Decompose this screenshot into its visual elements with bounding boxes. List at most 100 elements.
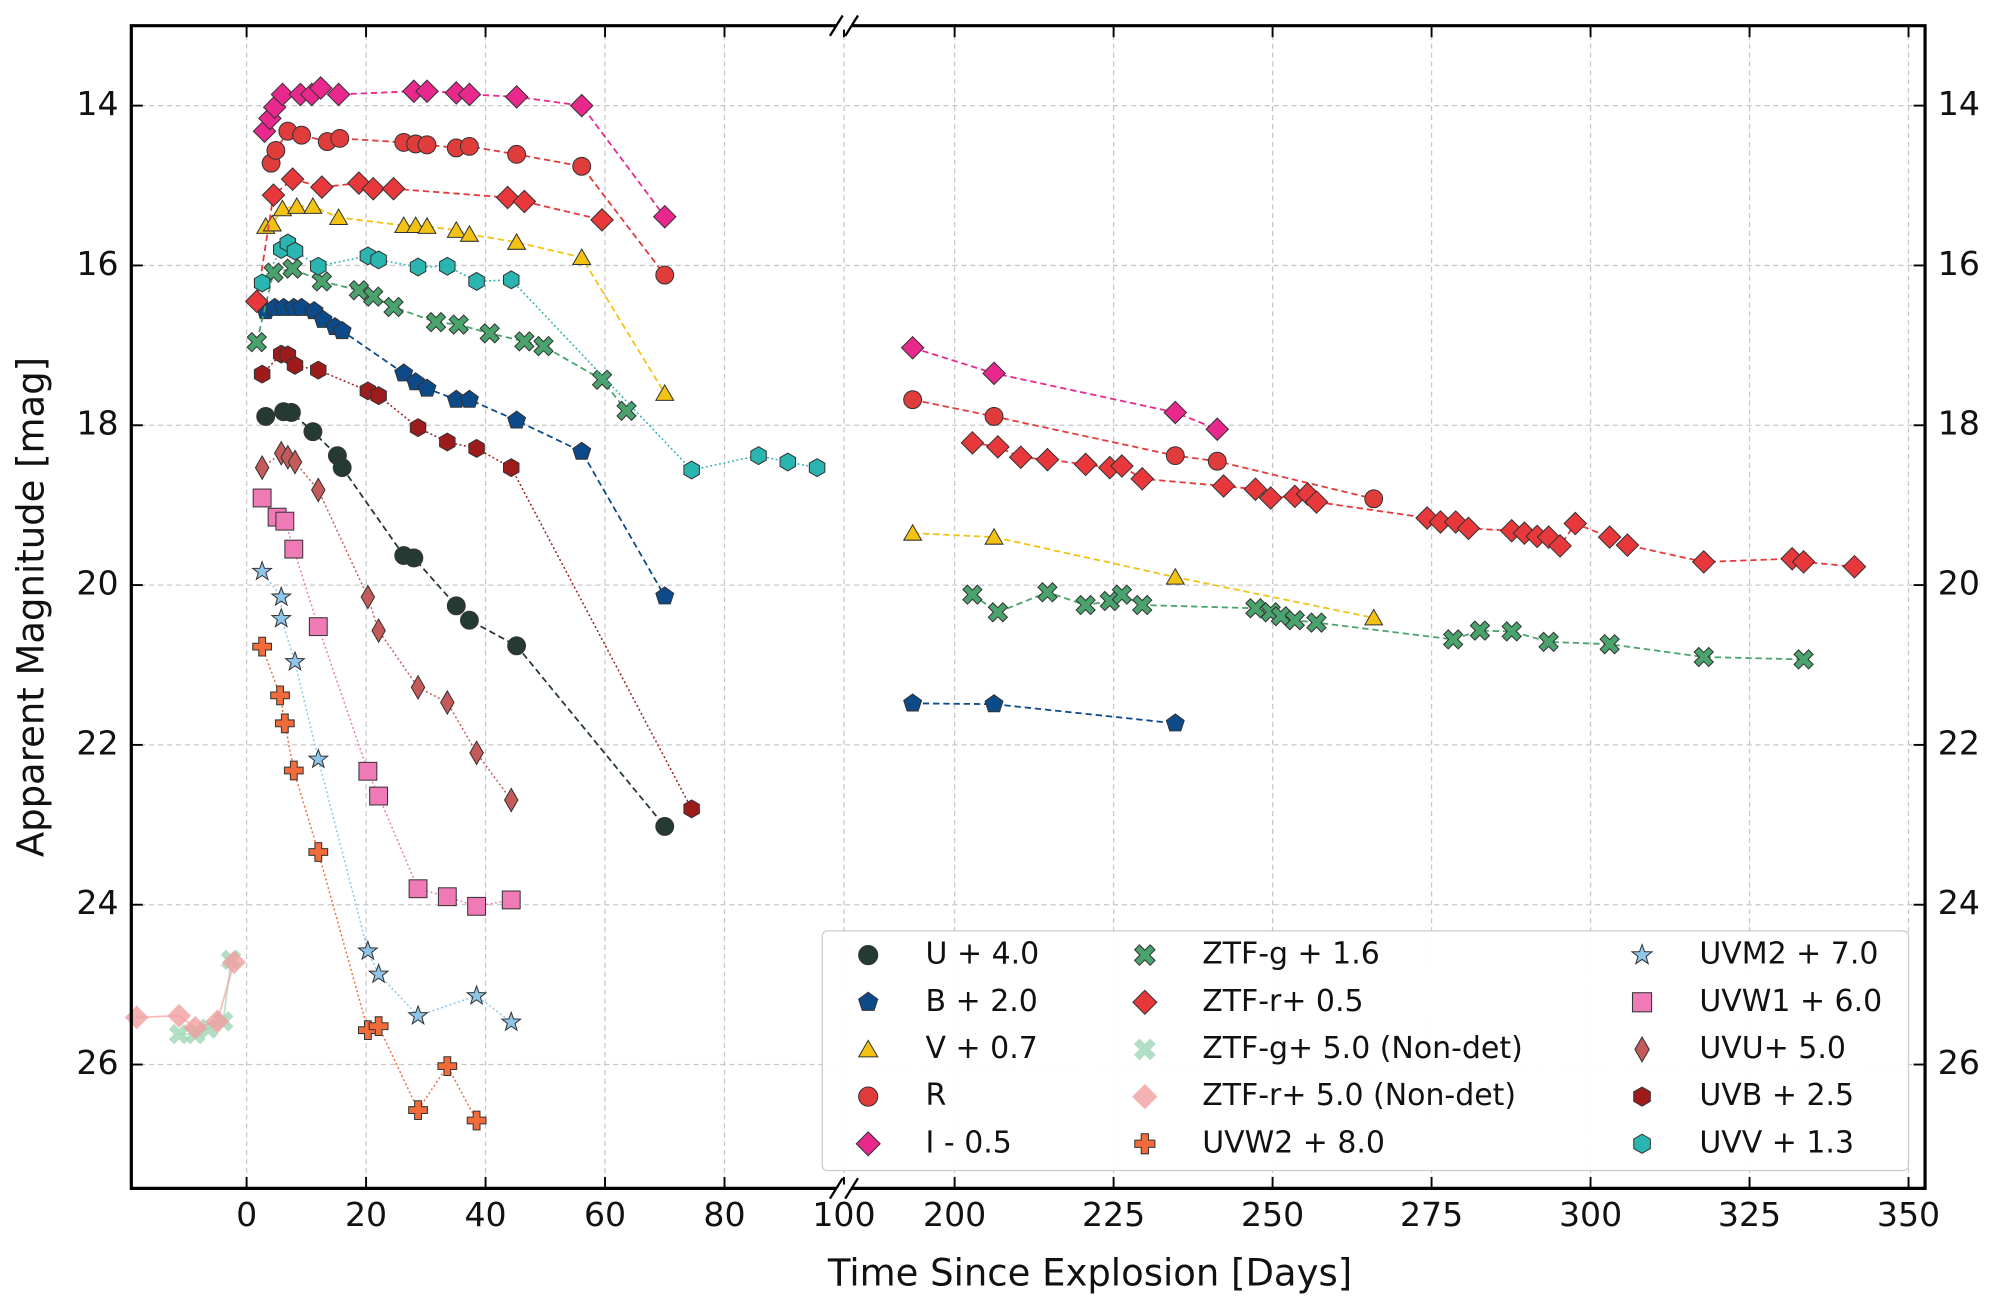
data-point	[572, 441, 592, 460]
y-tick-label: 22	[1938, 723, 1980, 762]
data-point	[1693, 646, 1714, 668]
legend-box	[821, 930, 1910, 1172]
data-point	[654, 383, 675, 401]
data-point	[1111, 584, 1133, 605]
data-point	[504, 84, 529, 109]
data-point	[506, 232, 527, 250]
data-point	[439, 432, 456, 452]
data-point	[168, 1023, 190, 1045]
data-point	[903, 693, 923, 712]
data-point	[1037, 582, 1058, 603]
data-point	[124, 1005, 149, 1030]
data-point	[1130, 466, 1155, 491]
data-point	[408, 1100, 428, 1120]
data-point	[902, 523, 923, 541]
data-point	[571, 248, 592, 266]
data-point	[360, 584, 376, 610]
legend-label: ZTF-g + 1.6	[1202, 937, 1380, 972]
data-point	[311, 271, 333, 292]
data-point	[616, 400, 637, 422]
x-tick-label: 40	[464, 1195, 506, 1234]
y-tick-label: 18	[1938, 404, 1980, 443]
legend-label: R	[926, 1078, 947, 1113]
data-point	[1270, 605, 1292, 627]
data-point	[1131, 594, 1153, 616]
data-point	[284, 539, 304, 559]
data-point	[655, 586, 675, 605]
data-point	[275, 511, 295, 531]
data-point	[569, 93, 594, 118]
data-point	[779, 452, 797, 472]
data-point	[985, 434, 1010, 459]
data-point	[1245, 598, 1266, 619]
data-point	[266, 140, 286, 160]
data-point	[383, 296, 404, 318]
data-point	[1008, 445, 1033, 470]
axis-break-gap	[837, 21, 851, 30]
data-point	[459, 610, 479, 630]
data-point	[410, 674, 426, 700]
data-point	[591, 369, 613, 390]
x-tick-label: 80	[703, 1195, 745, 1234]
data-point	[1243, 477, 1268, 502]
data-point	[750, 446, 767, 466]
data-point	[459, 389, 479, 408]
data-point	[984, 694, 1004, 713]
data-point	[683, 799, 700, 819]
y-tick-label: 16	[1938, 244, 1980, 283]
data-point	[1075, 594, 1096, 616]
data-point	[368, 1016, 389, 1037]
data-point	[507, 144, 527, 164]
data-point	[495, 185, 520, 210]
data-point	[408, 879, 428, 899]
data-point	[246, 331, 268, 353]
data-point	[409, 257, 427, 277]
data-point	[590, 208, 614, 232]
legend: U + 4.0 B + 2.0 V + 0.7 R I - 0.5 ZTF-g + 1.6…	[821, 930, 1910, 1172]
data-point	[903, 390, 923, 410]
data-point	[501, 890, 521, 910]
data-point	[404, 548, 424, 568]
x-tick-label: 0	[236, 1195, 257, 1234]
data-point	[503, 270, 520, 290]
data-point	[514, 331, 535, 352]
data-point	[417, 216, 437, 234]
data-point	[362, 286, 384, 307]
data-point	[272, 199, 293, 217]
x-tick-label: 350	[1877, 1195, 1940, 1234]
data-point	[533, 335, 554, 357]
x-tick-label: 250	[1241, 1195, 1304, 1234]
data-point	[962, 584, 983, 605]
data-point	[466, 1110, 487, 1131]
data-point	[503, 787, 519, 813]
axis-break	[828, 14, 859, 37]
legend-marker	[1634, 1035, 1650, 1063]
data-point	[417, 378, 437, 397]
legend-marker	[855, 1131, 881, 1157]
legend-marker	[1133, 944, 1156, 967]
legend-marker	[1134, 1133, 1156, 1155]
data-point	[468, 271, 485, 291]
data-point	[310, 256, 327, 276]
series-line	[912, 346, 1218, 431]
legend-marker	[857, 1039, 879, 1058]
y-tick-label: 22	[76, 723, 118, 762]
data-point	[310, 360, 327, 380]
x-tick-label: 325	[1718, 1195, 1781, 1234]
legend-marker	[1133, 1038, 1156, 1061]
data-point	[332, 458, 352, 478]
legend-label: ZTF-g+ 5.0 (Non-det)	[1202, 1031, 1523, 1066]
legend-label: UVV + 1.3	[1699, 1125, 1854, 1160]
series-line	[971, 591, 1804, 661]
data-point	[1207, 451, 1227, 471]
series-line	[912, 702, 1176, 725]
data-point	[446, 220, 467, 238]
data-point	[394, 363, 414, 382]
data-point	[500, 1010, 523, 1032]
axis-break	[828, 1177, 859, 1200]
data-point	[222, 950, 246, 975]
legend-marker	[1633, 1133, 1651, 1154]
data-point	[655, 816, 675, 836]
data-point	[361, 176, 386, 201]
